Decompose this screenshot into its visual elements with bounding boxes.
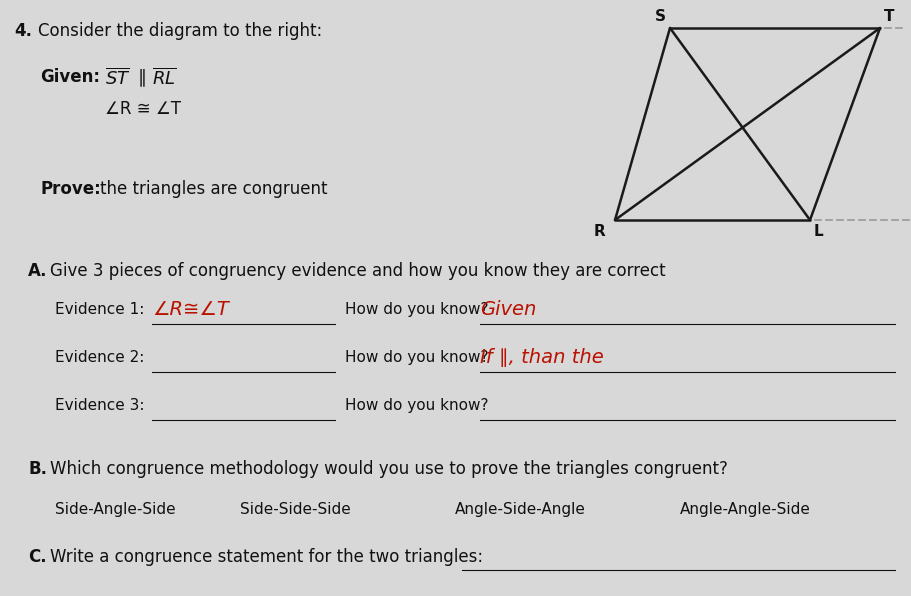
Text: $\overline{RL}$: $\overline{RL}$ <box>152 68 177 89</box>
Text: C.: C. <box>28 548 46 566</box>
Text: Write a congruence statement for the two triangles:: Write a congruence statement for the two… <box>50 548 483 566</box>
Text: Side-Side-Side: Side-Side-Side <box>240 502 351 517</box>
Text: Given:: Given: <box>40 68 100 86</box>
Text: Give 3 pieces of congruency evidence and how you know they are correct: Give 3 pieces of congruency evidence and… <box>50 262 666 280</box>
Text: How do you know?: How do you know? <box>345 350 488 365</box>
Text: L: L <box>814 224 824 239</box>
Text: 4.: 4. <box>14 22 32 40</box>
Text: Angle-Angle-Side: Angle-Angle-Side <box>680 502 811 517</box>
Text: Evidence 1:: Evidence 1: <box>55 302 144 317</box>
Text: ∠R≅∠T: ∠R≅∠T <box>152 300 229 319</box>
Text: Which congruence methodology would you use to prove the triangles congruent?: Which congruence methodology would you u… <box>50 460 728 478</box>
Text: the triangles are congruent: the triangles are congruent <box>100 180 327 198</box>
Text: Side-Angle-Side: Side-Angle-Side <box>55 502 176 517</box>
Text: Angle-Side-Angle: Angle-Side-Angle <box>455 502 586 517</box>
Text: Evidence 3:: Evidence 3: <box>55 398 145 413</box>
Text: ∥: ∥ <box>138 68 147 86</box>
Text: T: T <box>884 9 895 24</box>
Text: S: S <box>655 9 666 24</box>
Text: $\overline{ST}$: $\overline{ST}$ <box>105 68 130 89</box>
Text: ∠R ≅ ∠T: ∠R ≅ ∠T <box>105 100 181 118</box>
Text: Evidence 2:: Evidence 2: <box>55 350 144 365</box>
Text: B.: B. <box>28 460 47 478</box>
Text: Prove:: Prove: <box>40 180 101 198</box>
Text: If ∥, than the: If ∥, than the <box>480 348 604 367</box>
Text: Given: Given <box>480 300 537 319</box>
Text: How do you know?: How do you know? <box>345 302 488 317</box>
Text: Consider the diagram to the right:: Consider the diagram to the right: <box>38 22 322 40</box>
Text: A.: A. <box>28 262 47 280</box>
Text: How do you know?: How do you know? <box>345 398 488 413</box>
Text: R: R <box>593 224 605 239</box>
